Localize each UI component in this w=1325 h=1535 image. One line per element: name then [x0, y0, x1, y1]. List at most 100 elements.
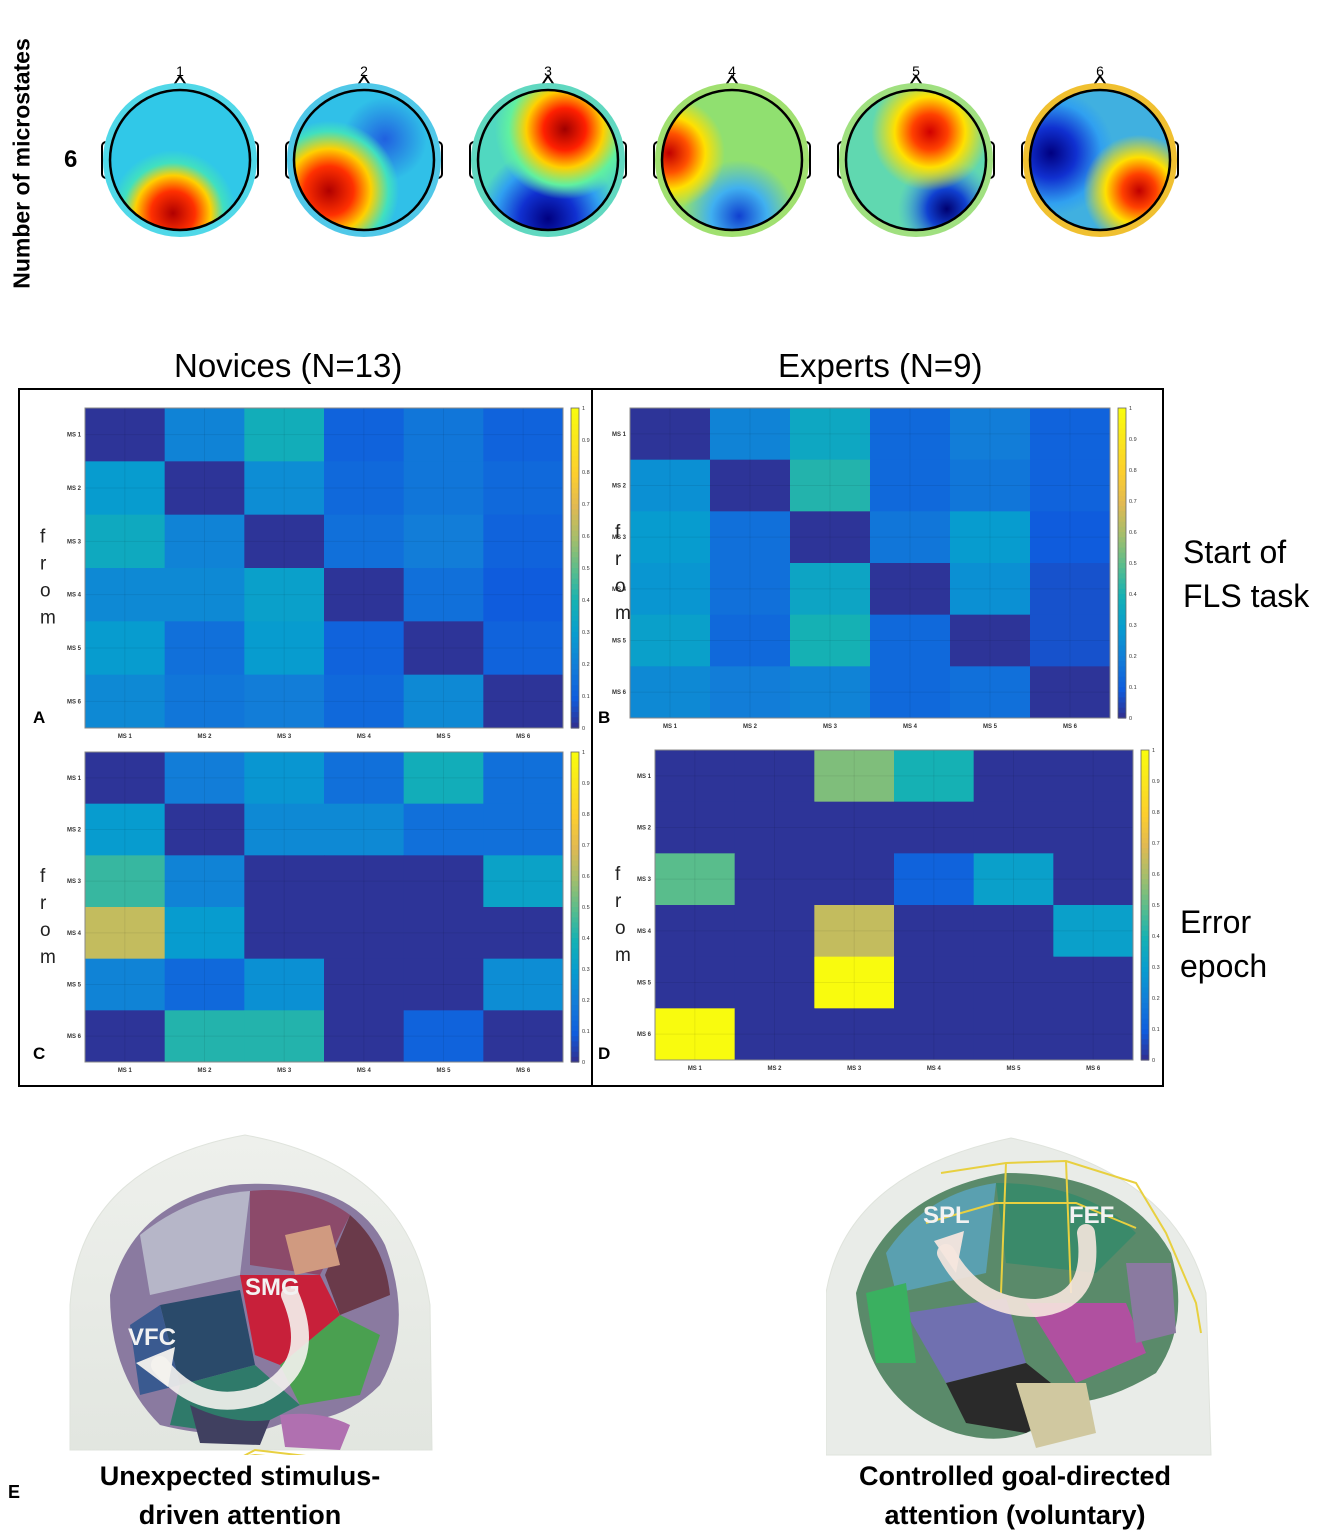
cell-r6-c6	[483, 1010, 564, 1063]
right-caption: Controlled goal-directed attention (volu…	[858, 1461, 1172, 1530]
topomap-label: 1	[176, 63, 184, 79]
cell-r2-c6	[483, 803, 564, 856]
cell-r2-c3	[244, 461, 325, 516]
colorbar-tick: 0.3	[1152, 965, 1160, 971]
y-tick-label: MS 2	[612, 484, 627, 490]
cell-r1-c5	[950, 408, 1031, 461]
cell-r1-c1	[630, 408, 711, 461]
y-tick-label: MS 6	[612, 690, 627, 696]
cell-r2-c1	[85, 803, 166, 856]
cell-r5-c2	[164, 621, 245, 676]
cell-r5-c6	[483, 621, 564, 676]
colorbar-tick: 0.9	[1129, 437, 1137, 443]
x-tick-label: MS 2	[743, 724, 758, 730]
cell-r3-c2	[710, 511, 791, 564]
cell-r1-c3	[814, 750, 895, 803]
colorbar-tick: 0.7	[1152, 841, 1160, 847]
cell-r2-c5	[403, 461, 484, 516]
cell-r1-c5	[973, 750, 1054, 803]
cell-r5-c3	[814, 956, 895, 1009]
topomap-row: 1 2 3 4 5 6	[101, 63, 1179, 237]
cell-r2-c4	[870, 459, 951, 512]
x-tick-label: MS 6	[516, 1068, 531, 1074]
cell-r2-c3	[790, 459, 871, 512]
from-axis-letter: f	[615, 864, 621, 885]
cell-r5-c3	[244, 958, 325, 1011]
cell-r3-c4	[870, 511, 951, 564]
region-label-smg: SMG	[245, 1274, 300, 1301]
colorbar-tick: 0.7	[1129, 499, 1137, 505]
x-tick-label: MS 6	[1086, 1066, 1101, 1072]
cell-r2-c6	[1030, 459, 1111, 512]
cell-r4-c6	[483, 907, 564, 960]
x-tick-label: MS 3	[277, 734, 292, 740]
cell-r4-c5	[403, 568, 484, 622]
cell-r2-c5	[950, 459, 1031, 512]
cell-r2-c3	[244, 803, 325, 856]
cell-r6-c2	[734, 1008, 815, 1061]
cell-r4-c3	[790, 563, 871, 616]
cell-r4-c6	[1030, 563, 1111, 616]
colorbar-tick: 0.6	[1152, 872, 1160, 878]
colorbar-tick: 0.3	[1129, 623, 1137, 629]
cell-r1-c5	[403, 752, 484, 805]
topomap-label: 6	[1096, 63, 1104, 79]
cell-r6-c3	[790, 666, 871, 719]
cell-r5-c6	[483, 958, 564, 1011]
topomap-label: 3	[544, 63, 552, 79]
cell-r5-c5	[403, 621, 484, 676]
cell-r4-c1	[630, 563, 711, 616]
y-tick-label: MS 2	[637, 826, 652, 832]
cell-r4-c3	[244, 907, 325, 960]
x-tick-label: MS 3	[847, 1066, 862, 1072]
cell-r4-c4	[870, 563, 951, 616]
y-tick-label: MS 5	[67, 983, 82, 989]
colorbar-tick: 0.4	[582, 598, 590, 604]
cell-r3-c1	[85, 514, 166, 569]
heatmap-a: MS 1 MS 2 MS 3 MS 4 MS 5 MS 6 MS 1 MS 2 MS 3 MS 4…	[40, 406, 590, 740]
cell-r1-c2	[734, 750, 815, 803]
cell-r3-c5	[403, 514, 484, 569]
cell-r6-c5	[403, 674, 484, 729]
panel-letter-d: D	[598, 1044, 611, 1063]
cell-r5-c2	[164, 958, 245, 1011]
topomap-label: 4	[728, 63, 736, 79]
cell-r2-c2	[710, 459, 791, 512]
cell-r3-c2	[164, 514, 245, 569]
cell-r2-c4	[324, 803, 405, 856]
colorbar-tick: 0.1	[1152, 1027, 1160, 1033]
x-tick-label: MS 4	[357, 734, 372, 740]
experts-frame	[591, 388, 1164, 1087]
topomap-2: 2	[285, 63, 443, 237]
heatmap-d: MS 1 MS 2 MS 3 MS 4 MS 5 MS 6 MS 1 MS 2 MS 3 MS 4…	[615, 748, 1160, 1072]
cell-r1-c6	[483, 752, 564, 805]
cell-r5-c5	[973, 956, 1054, 1009]
colorbar-tick: 0.3	[582, 967, 590, 973]
cell-r6-c5	[973, 1008, 1054, 1061]
from-axis-letter: r	[615, 891, 622, 912]
x-tick-label: MS 5	[436, 1068, 451, 1074]
cell-r4-c2	[164, 568, 245, 622]
y-tick-label: MS 1	[67, 433, 82, 439]
colorbar-tick: 0.6	[1129, 530, 1137, 536]
y-tick-label: MS 4	[637, 929, 652, 935]
electrode-grid-left	[243, 1448, 307, 1455]
x-tick-label: MS 2	[197, 734, 212, 740]
cell-r5-c1	[655, 956, 736, 1009]
colorbar: 0 0.1 0.2 0.3 0.4 0.5 0.6 0.7 0.8 0.9 1	[1140, 748, 1160, 1064]
cell-r2-c2	[164, 461, 245, 516]
cell-r1-c6	[1053, 750, 1134, 803]
colorbar-tick: 0	[1152, 1058, 1155, 1064]
cell-r3-c4	[894, 853, 975, 906]
y-tick-label: MS 4	[67, 931, 82, 937]
cell-r1-c1	[85, 752, 166, 805]
y-tick-label: MS 2	[67, 828, 82, 834]
cell-r4-c6	[483, 568, 564, 622]
cell-r3-c6	[483, 855, 564, 908]
colorbar-tick: 0.1	[1129, 685, 1137, 691]
colorbar-tick: 0.2	[1129, 654, 1137, 660]
colorbar-tick: 0.3	[582, 630, 590, 636]
y-tick-label: MS 2	[67, 486, 82, 492]
cell-r2-c6	[483, 461, 564, 516]
cell-r6-c4	[324, 1010, 405, 1063]
